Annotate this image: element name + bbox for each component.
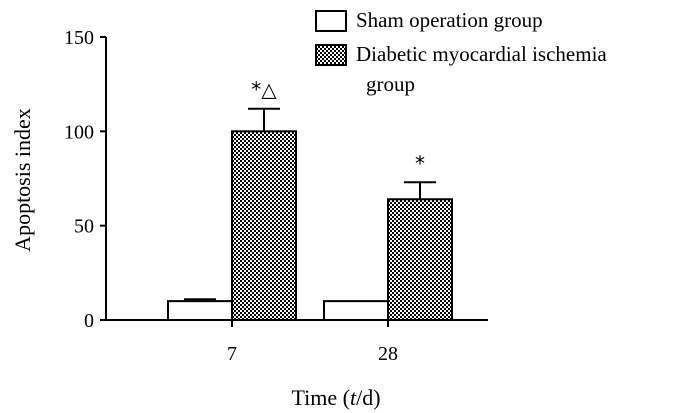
y-tick-label: 150 [64, 27, 94, 49]
bar-sham [323, 300, 389, 321]
x-axis-title-suffix: /d) [356, 385, 380, 410]
y-tick-label: 50 [74, 216, 94, 238]
x-tick-label: 7 [227, 343, 237, 365]
bars [167, 130, 453, 321]
significance-annotation: * [415, 151, 425, 175]
legend-label-diabetic-line2: group [366, 72, 415, 96]
x-axis-title-var: t [350, 385, 357, 410]
bar-diabetic [387, 198, 453, 321]
y-tick-label: 100 [64, 121, 94, 143]
x-ticks: 7 28 [227, 320, 398, 365]
error-bars [184, 107, 436, 302]
y-axis-title: Apoptosis index [10, 108, 35, 252]
annotations: *△ * [251, 78, 425, 176]
legend-label-sham: Sham operation group [356, 8, 543, 32]
y-ticks: 0 50 100 150 [64, 27, 106, 332]
x-tick-label: 28 [378, 343, 398, 365]
bar-diabetic [231, 130, 297, 321]
y-tick-label: 0 [84, 310, 94, 332]
x-axis-title: Time (t/d) [291, 385, 380, 410]
x-axis-title-prefix: Time ( [291, 385, 349, 410]
bar-sham [167, 300, 233, 321]
legend: Sham operation group Diabetic myocardial… [315, 8, 607, 96]
legend-swatch-sham [315, 10, 347, 32]
significance-annotation: *△ [251, 78, 277, 102]
legend-swatch-diabetic [315, 44, 347, 66]
legend-label-diabetic-line1: Diabetic myocardial ischemia [356, 42, 607, 66]
